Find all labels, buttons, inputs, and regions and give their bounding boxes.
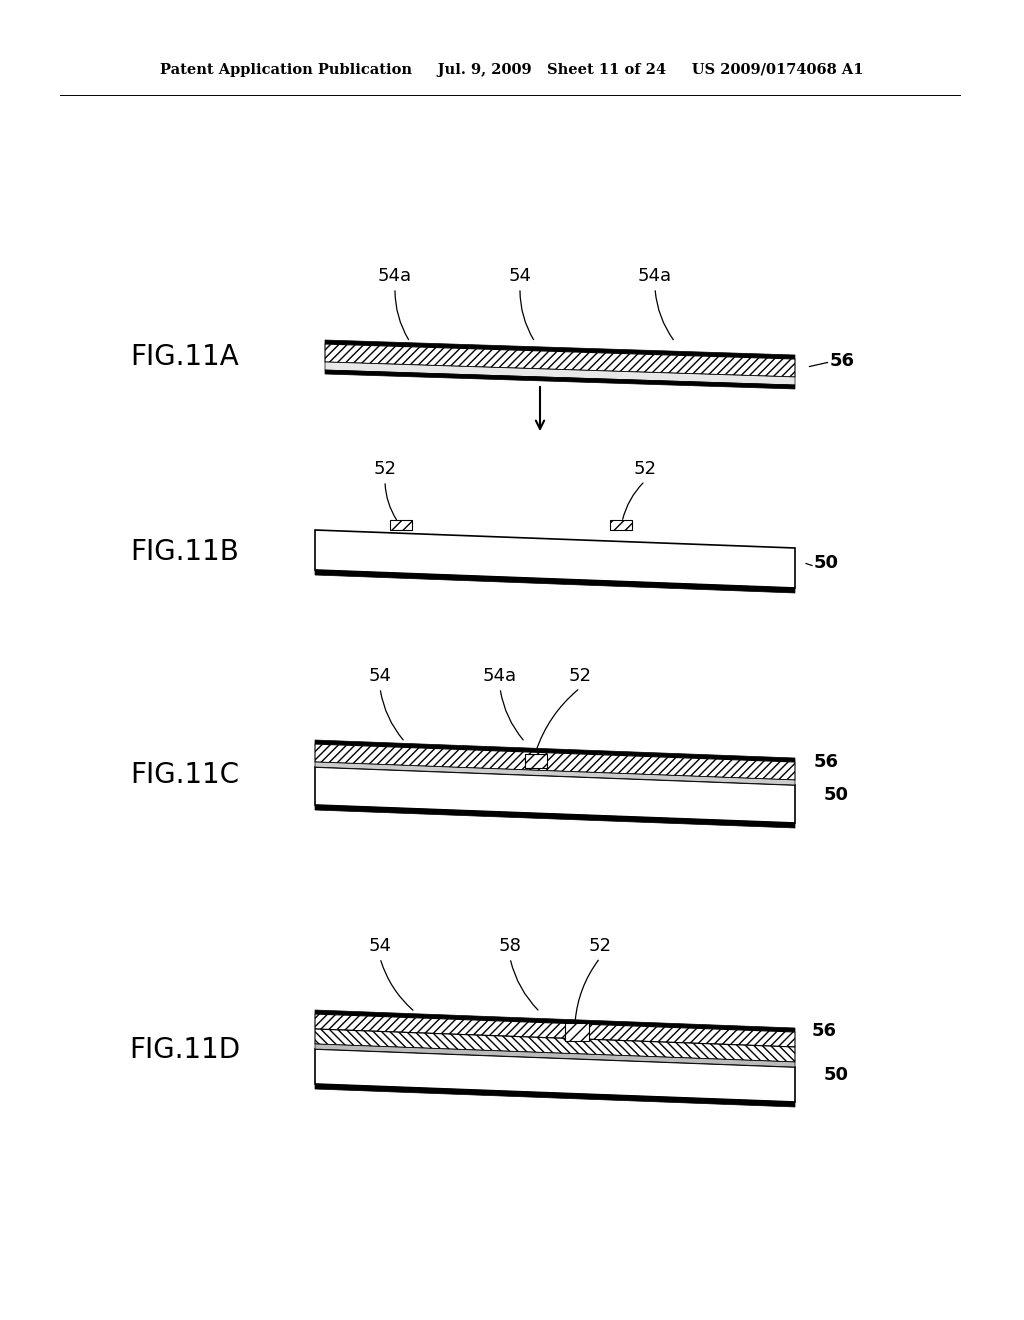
Bar bbox=[525, 754, 547, 768]
Text: 52: 52 bbox=[589, 937, 611, 954]
Polygon shape bbox=[315, 1010, 795, 1032]
Bar bbox=[610, 520, 632, 531]
Text: FIG.11C: FIG.11C bbox=[130, 762, 240, 789]
Text: 56: 56 bbox=[829, 351, 854, 370]
Polygon shape bbox=[315, 570, 795, 593]
Polygon shape bbox=[315, 1030, 795, 1063]
Text: 54: 54 bbox=[509, 267, 531, 285]
Polygon shape bbox=[315, 744, 795, 780]
Text: FIG.11D: FIG.11D bbox=[129, 1035, 241, 1064]
Text: 50: 50 bbox=[814, 554, 839, 573]
Text: 54: 54 bbox=[369, 937, 391, 954]
Text: 56: 56 bbox=[814, 752, 839, 771]
Polygon shape bbox=[315, 762, 795, 785]
Text: 50: 50 bbox=[824, 1067, 849, 1085]
Bar bbox=[565, 1023, 589, 1041]
Bar bbox=[390, 520, 412, 531]
Text: Patent Application Publication     Jul. 9, 2009   Sheet 11 of 24     US 2009/017: Patent Application Publication Jul. 9, 2… bbox=[160, 63, 864, 77]
Text: 52: 52 bbox=[374, 459, 396, 478]
Polygon shape bbox=[325, 370, 795, 389]
Polygon shape bbox=[315, 741, 795, 762]
Text: 54a: 54a bbox=[378, 267, 412, 285]
Polygon shape bbox=[315, 1044, 795, 1067]
Polygon shape bbox=[315, 1049, 795, 1102]
Text: 50: 50 bbox=[824, 785, 849, 804]
Polygon shape bbox=[315, 805, 795, 828]
Polygon shape bbox=[315, 767, 795, 822]
Polygon shape bbox=[315, 1014, 795, 1047]
Text: 54a: 54a bbox=[638, 267, 672, 285]
Text: 52: 52 bbox=[634, 459, 656, 478]
Polygon shape bbox=[325, 345, 795, 378]
Text: 58: 58 bbox=[499, 937, 521, 954]
Text: 54a: 54a bbox=[483, 667, 517, 685]
Text: 54: 54 bbox=[369, 667, 391, 685]
Polygon shape bbox=[315, 531, 795, 587]
Text: 56: 56 bbox=[812, 1022, 837, 1040]
Text: 52: 52 bbox=[568, 667, 592, 685]
Text: FIG.11B: FIG.11B bbox=[131, 539, 240, 566]
Polygon shape bbox=[315, 1084, 795, 1107]
Polygon shape bbox=[325, 341, 795, 359]
Polygon shape bbox=[325, 362, 795, 385]
Text: FIG.11A: FIG.11A bbox=[131, 343, 240, 371]
